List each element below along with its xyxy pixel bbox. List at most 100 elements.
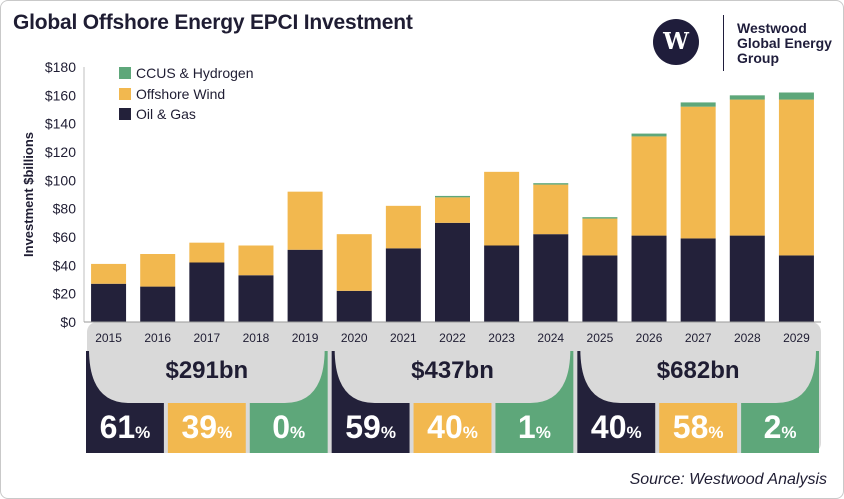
x-tick-label: 2029 (783, 331, 810, 345)
bar-segment (140, 286, 176, 322)
x-tick-label: 2024 (537, 331, 564, 345)
bar-segment (238, 245, 274, 276)
share-value: 58 (673, 409, 709, 445)
bar-segment (680, 238, 716, 322)
bar-segment (582, 255, 618, 322)
x-tick-label: 2026 (636, 331, 663, 345)
share-label: 59% (345, 409, 396, 445)
y-tick-label: $0 (60, 314, 76, 330)
bar-segment (631, 235, 667, 322)
share-unit: % (217, 423, 232, 442)
bar-segment (729, 235, 765, 322)
bar-segment (729, 95, 765, 100)
chart-title: Global Offshore Energy EPCI Investment (13, 11, 413, 34)
share-label: 0% (272, 409, 305, 445)
share-label: 61% (100, 409, 151, 445)
bar-segment (533, 234, 569, 322)
bar-segment (91, 283, 127, 322)
bar-segment (435, 197, 470, 223)
x-tick-label: 2018 (243, 331, 270, 345)
share-unit: % (290, 423, 305, 442)
bar-segment (484, 171, 520, 246)
bar-segment (140, 254, 176, 287)
share-value: 0 (272, 409, 290, 445)
share-value: 1 (518, 409, 536, 445)
logo-line: Group (737, 50, 779, 66)
bar-segment (385, 248, 421, 322)
bar-segment (680, 106, 716, 239)
legend-label: Oil & Gas (136, 106, 196, 122)
period-arch (334, 349, 571, 403)
period-arch (89, 349, 325, 403)
x-tick-label: 2023 (488, 331, 515, 345)
bar-segment (91, 263, 127, 284)
share-unit: % (463, 423, 478, 442)
bar-segment (484, 245, 520, 322)
bar-segment (336, 290, 372, 322)
x-tick-label: 2017 (193, 331, 220, 345)
share-unit: % (627, 423, 642, 442)
x-tick-label: 2027 (685, 331, 712, 345)
bar-segment (189, 242, 225, 263)
x-tick-label: 2020 (341, 331, 368, 345)
bar-segment (385, 205, 421, 249)
period-total: $682bn (657, 357, 740, 384)
westwood-logo: W Westwood Global Energy Group (653, 15, 843, 73)
y-axis-label: Investment $billions (21, 132, 36, 257)
share-label: 40% (427, 409, 478, 445)
share-value: 61 (100, 409, 136, 445)
share-unit: % (781, 423, 796, 442)
bar-segment (336, 234, 372, 291)
x-tick-label: 2019 (292, 331, 319, 345)
share-label: 40% (591, 409, 642, 445)
period-total: $291bn (165, 357, 248, 384)
y-tick-label: $60 (53, 229, 77, 245)
bar-segment (189, 262, 225, 322)
bar-segment (238, 275, 274, 322)
share-label: 58% (673, 409, 724, 445)
bar-segment (582, 218, 618, 256)
logo-line: Global Energy (737, 35, 832, 51)
legend-swatch (119, 88, 131, 100)
bar-segment (778, 92, 814, 100)
logo-mark: W (653, 19, 699, 65)
bar-segment (435, 195, 470, 198)
share-value: 40 (427, 409, 463, 445)
x-tick-label: 2016 (144, 331, 171, 345)
share-value: 2 (764, 409, 782, 445)
y-tick-label: $180 (45, 59, 76, 75)
bar-segment (533, 183, 569, 185)
share-label: 2% (764, 409, 797, 445)
share-value: 59 (345, 409, 381, 445)
period-arch (580, 349, 816, 403)
x-tick-label: 2015 (95, 331, 122, 345)
x-tick-label: 2025 (587, 331, 614, 345)
legend-label: CCUS & Hydrogen (136, 65, 254, 81)
share-unit: % (135, 423, 150, 442)
bar-segment (435, 222, 470, 322)
bar-segment (778, 255, 814, 322)
share-unit: % (708, 423, 723, 442)
bar-segment (778, 99, 814, 256)
share-value: 40 (591, 409, 627, 445)
legend-swatch (119, 108, 131, 120)
logo-line: Westwood (737, 20, 807, 36)
logo-text: Westwood Global Energy Group (737, 21, 832, 66)
bar-segment (533, 184, 569, 235)
y-tick-label: $40 (53, 257, 77, 273)
bar-segment (680, 102, 716, 107)
x-tick-label: 2028 (734, 331, 761, 345)
y-tick-label: $20 (53, 286, 77, 302)
bar-segment (631, 133, 667, 137)
share-unit: % (381, 423, 396, 442)
y-tick-label: $140 (45, 116, 76, 132)
legend-swatch (119, 67, 131, 79)
share-unit: % (536, 423, 551, 442)
x-tick-label: 2022 (439, 331, 466, 345)
bar-segment (631, 136, 667, 236)
share-value: 39 (181, 409, 217, 445)
share-label: 39% (181, 409, 232, 445)
bar-segment (287, 191, 323, 250)
